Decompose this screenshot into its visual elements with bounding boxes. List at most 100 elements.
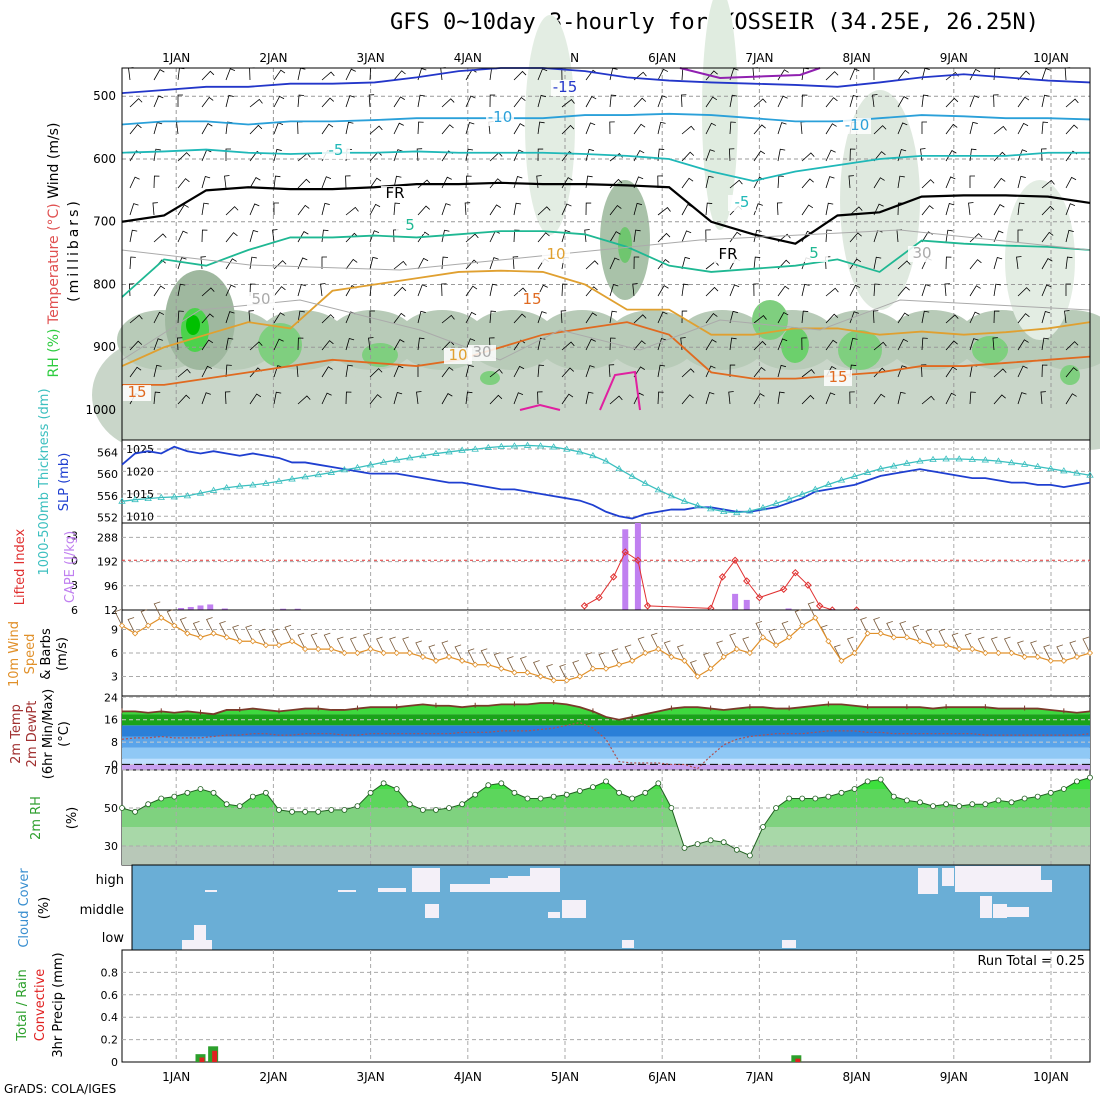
y-tick-label: 0.6 (101, 989, 119, 1002)
wind-speed-point (759, 634, 767, 641)
wind-barb (969, 148, 977, 162)
x-tick-label-bottom: 5JAN (551, 1070, 579, 1084)
wind-barb (753, 256, 761, 270)
y-tick-label: 0.4 (101, 1011, 119, 1024)
thickness-point (392, 456, 401, 463)
wind-barb (561, 341, 575, 351)
wind-barb (1041, 258, 1053, 270)
precip-ylabel: Total / Rain (15, 969, 30, 1042)
wind-barb (633, 314, 647, 324)
wind-barb (657, 391, 664, 405)
wind-barb (537, 94, 547, 108)
wind-barb (705, 202, 713, 216)
wind-barb (153, 233, 167, 243)
thickness-point (811, 485, 820, 492)
wind-barb (681, 283, 689, 297)
wind-barb (729, 337, 737, 351)
wind-barb (153, 95, 164, 108)
rh-point (890, 793, 897, 800)
li-point (743, 577, 751, 585)
x-tick-label-bottom: 1JAN (162, 1070, 190, 1084)
thickness-point (484, 443, 492, 450)
contour-label: FR (718, 245, 737, 263)
y-tick-label: 0 (111, 758, 118, 771)
rh-point (289, 808, 295, 815)
wind-speed-point (707, 665, 714, 672)
wind-speed-point (550, 677, 557, 684)
cape-bar (197, 605, 204, 610)
wind-barb (345, 175, 351, 189)
wind-barb (681, 177, 694, 189)
thickness-point (563, 445, 571, 452)
x-tick-label-top: 6JAN (648, 51, 676, 65)
rh-point (864, 778, 871, 785)
x-tick-label-bottom: 9JAN (940, 1070, 968, 1084)
wind-barb (224, 175, 230, 189)
wind-barb (977, 636, 986, 654)
wind-barb (657, 285, 669, 297)
wind-barb (872, 94, 878, 108)
x-tick-label-bottom: 2JAN (259, 1070, 287, 1084)
wind-barb (969, 285, 981, 297)
wind-barb (225, 284, 236, 297)
wind-barb (801, 283, 810, 297)
wind-barb (681, 394, 694, 405)
wind-barb (393, 149, 403, 162)
rh-point (341, 807, 348, 813)
cape-bar (785, 608, 792, 610)
wind-barb (402, 636, 411, 654)
wind-speed-point (995, 649, 1002, 657)
cloud-cell (622, 940, 634, 948)
thickness-point (209, 486, 218, 493)
wind-barb (465, 364, 474, 378)
ylabel-text: (°C) (57, 721, 72, 747)
y-tick-label: 3 (71, 579, 78, 592)
rh-point (433, 807, 439, 813)
rh-point (184, 789, 191, 796)
wind-barb (1065, 256, 1073, 270)
wind-speed-point (589, 665, 596, 672)
wind-barb (129, 314, 143, 324)
wind-barb (657, 311, 668, 324)
wind-barb (1065, 341, 1079, 351)
cloud-level-label: low (102, 931, 125, 946)
wind-barb (849, 206, 863, 216)
rh-area (838, 330, 882, 370)
thickness-point (497, 442, 506, 449)
ylabel-text: Total / Rain (15, 969, 30, 1042)
contour-label-bg (486, 110, 514, 126)
wind-barb (513, 202, 522, 216)
wind-barb (417, 94, 426, 108)
rh-point (119, 805, 125, 811)
rh-point (1047, 789, 1054, 796)
wind-barb (417, 179, 431, 189)
wind-barb (873, 125, 887, 135)
cloud-cell (194, 925, 206, 941)
wind-barb (768, 628, 777, 646)
y-tick-label: 0 (71, 554, 78, 567)
thickness-point (275, 477, 283, 484)
wind-speed-point (642, 649, 649, 657)
contour-label: 5 (809, 244, 819, 262)
wind-speed-point (472, 661, 479, 668)
wind-barb (633, 392, 644, 405)
thickness-point (262, 479, 270, 486)
wind-barb (153, 148, 161, 162)
wind-barb (1065, 98, 1079, 108)
y-tick-label: 9 (111, 624, 118, 637)
rh-point (498, 780, 505, 787)
wind-barb (129, 124, 142, 135)
wind-barb (873, 283, 880, 297)
wind-barb (1041, 364, 1048, 378)
rh-point (1074, 778, 1080, 785)
wind-barb (777, 391, 785, 405)
ylabel-text: (%) (65, 807, 80, 830)
contour-label: 30 (472, 343, 491, 361)
wind-barb (585, 260, 599, 270)
wind-barb (921, 94, 929, 108)
wind-barb (393, 96, 405, 108)
wind-barb (777, 311, 789, 324)
wind-barb (969, 68, 981, 81)
magenta-contour (599, 370, 641, 411)
wind-barb (633, 123, 646, 135)
